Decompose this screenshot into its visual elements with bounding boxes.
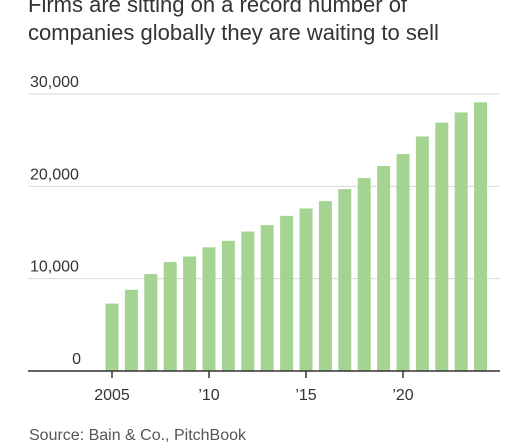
- x-tick-label: ’20: [392, 387, 413, 404]
- y-tick-label: 10,000: [30, 259, 79, 276]
- bars: [105, 102, 488, 372]
- bar-2006: [124, 289, 138, 371]
- bar-2024: [474, 102, 488, 371]
- chart-title: Firms are sitting on a record number of …: [28, 0, 439, 45]
- bar-2020: [396, 154, 410, 371]
- bar-2010: [202, 247, 216, 371]
- bar-2005: [105, 303, 119, 371]
- bar-2008: [163, 262, 177, 371]
- bar-2015: [299, 208, 313, 371]
- y-tick-label: 20,000: [30, 166, 79, 183]
- axes: [28, 370, 500, 378]
- y-tick-label: 30,000: [30, 74, 79, 91]
- bar-2012: [241, 231, 255, 371]
- tick-labels: 0 10,000 20,000 30,000 2005 ’10 ’15 ’20: [30, 74, 414, 404]
- bar-2007: [144, 274, 158, 371]
- bar-2019: [377, 166, 391, 371]
- x-tick-label: 2005: [94, 387, 130, 404]
- x-tick-label: ’10: [198, 387, 219, 404]
- bar-2011: [221, 240, 235, 371]
- bar-2016: [318, 201, 332, 371]
- x-tick-label: ’15: [295, 387, 316, 404]
- bar-2017: [338, 189, 352, 371]
- bar-2023: [454, 112, 468, 371]
- bar-2021: [415, 136, 429, 371]
- bar-2018: [357, 178, 371, 371]
- source-note: Source: Bain & Co., PitchBook: [29, 427, 246, 444]
- bar-2009: [183, 256, 197, 371]
- bar-2013: [260, 225, 274, 371]
- bar-2014: [280, 215, 294, 371]
- y-tick-label: 0: [72, 351, 81, 368]
- bar-2022: [435, 122, 449, 372]
